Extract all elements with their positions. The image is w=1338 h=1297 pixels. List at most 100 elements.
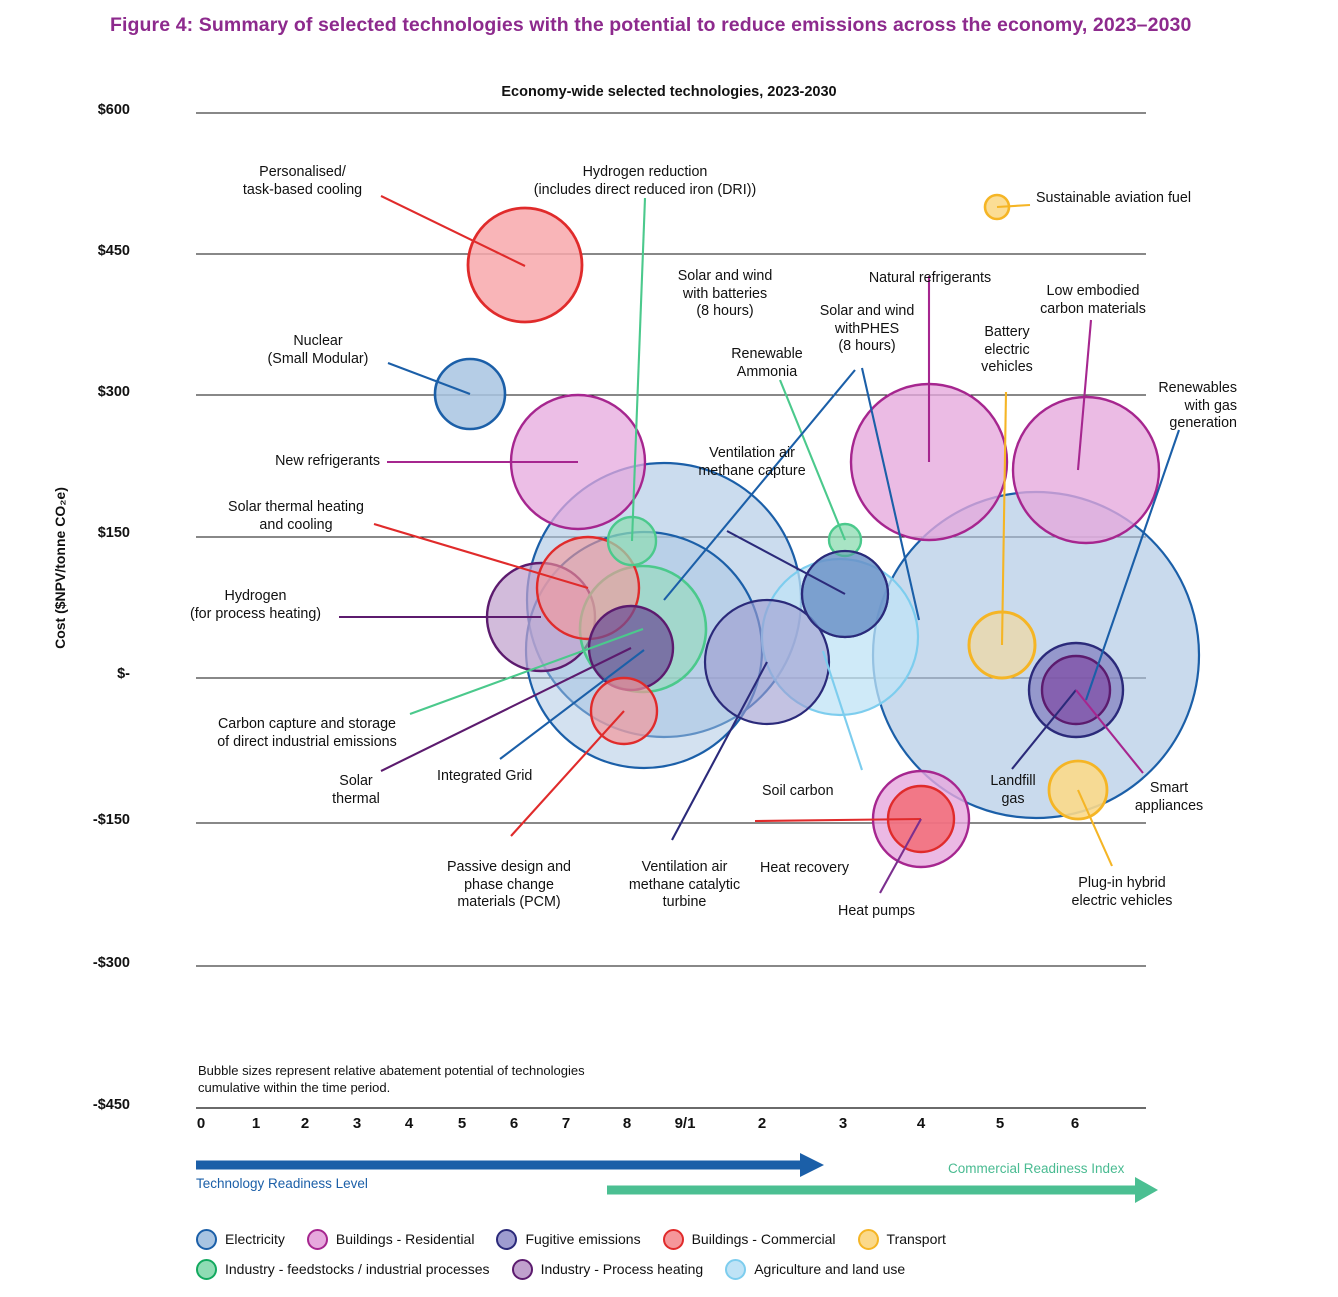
- leader-pcm: [510, 710, 625, 837]
- legend-label-fugitive-emissions: Fugitive emissions: [525, 1231, 641, 1247]
- callout-vam-turbine: Ventilation air methane catalytic turbin…: [628, 859, 741, 910]
- x-tick-1: 1: [251, 1115, 261, 1132]
- legend-label-buildings-residential: Buildings - Residential: [335, 1231, 475, 1247]
- legend-dot-buildings-residential: [306, 1228, 328, 1250]
- callout-hydrogen-reduction: Hydrogen reduction (includes direct redu…: [533, 164, 757, 198]
- trl-axis-label: Technology Readiness Level: [196, 1176, 368, 1191]
- x-tick-0: 0: [196, 1115, 206, 1132]
- leader-low-embodied-carbon: [1076, 319, 1093, 471]
- leader-solar-wind-batteries: [663, 369, 856, 601]
- legend-dot-fugitive-emissions: [496, 1228, 518, 1250]
- y-tick-neg150: -$150: [92, 812, 130, 828]
- legend-label-electricity: Electricity: [225, 1231, 285, 1247]
- leader-phev: [1077, 789, 1113, 867]
- leader-lines: [339, 195, 1180, 894]
- legend-dot-transport: [857, 1228, 879, 1250]
- y-tick-300: $300: [97, 384, 130, 400]
- callout-ventilation-air-methane-capture: Ventilation air methane capture: [698, 445, 806, 479]
- callout-integrated-grid: Integrated Grid: [437, 768, 533, 784]
- x-tick-4: 4: [404, 1115, 414, 1132]
- x-tick-7: 7: [561, 1115, 571, 1132]
- legend-label-industry-feedstocks: Industry - feedstocks / industrial proce…: [225, 1261, 490, 1277]
- bubbles: [433, 193, 1201, 869]
- x-tick-9-1: 9/1: [674, 1115, 696, 1132]
- legend-dot-industry-feedstocks: [196, 1258, 217, 1280]
- x-tick-6: 6: [509, 1115, 519, 1132]
- legend-item-agriculture-land-use[interactable]: Agriculture and land use: [725, 1258, 906, 1280]
- x-tick-5: 5: [457, 1115, 467, 1132]
- y-tick-600: $600: [97, 102, 130, 118]
- callout-pcm: Passive design and phase change material…: [447, 859, 571, 910]
- leader-renewables-with-gas: [1085, 429, 1180, 701]
- callout-nuclear: Nuclear (Small Modular): [267, 333, 369, 367]
- trl-arrow: [196, 1153, 824, 1177]
- leader-ccs: [409, 628, 644, 715]
- x-tick-c5: 5: [995, 1115, 1005, 1132]
- leader-hydrogen-reduction: [630, 197, 647, 542]
- callout-hydrogen-process-heating: Hydrogen (for process heating): [189, 588, 322, 622]
- leader-heat-pumps: [879, 818, 922, 894]
- callout-solar-wind-phes: Solar and wind withPHES (8 hours): [819, 303, 915, 354]
- leader-renewable-ammonia: [779, 379, 846, 541]
- callout-landfill-gas: Landfill gas: [990, 773, 1036, 807]
- callout-phev: Plug-in hybrid electric vehicles: [1071, 875, 1173, 909]
- callout-battery-electric-vehicles: Battery electric vehicles: [981, 324, 1033, 375]
- leader-solar-thermal: [380, 647, 632, 772]
- callout-sustainable-aviation-fuel: Sustainable aviation fuel: [1036, 190, 1191, 206]
- leader-sustainable-aviation-fuel: [996, 203, 1031, 209]
- bubble-low-embodied-carbon-materials: [1011, 395, 1161, 545]
- leader-battery-ev: [1000, 391, 1008, 646]
- legend-row-1: Electricity Buildings - Residential Fugi…: [196, 1224, 1196, 1254]
- legend-item-industry-process-heating[interactable]: Industry - Process heating: [511, 1258, 704, 1280]
- legend-item-transport[interactable]: Transport: [857, 1228, 946, 1250]
- x-tick-c6: 6: [1070, 1115, 1080, 1132]
- legend-item-buildings-residential[interactable]: Buildings - Residential: [306, 1228, 475, 1250]
- bubble-size-note: Bubble sizes represent relative abatemen…: [198, 1063, 585, 1095]
- callout-soil-carbon: Soil carbon: [762, 783, 834, 799]
- leader-smart-appliances: [1075, 689, 1144, 774]
- callout-heat-pumps: Heat pumps: [838, 903, 916, 919]
- legend-label-buildings-commercial: Buildings - Commercial: [691, 1231, 836, 1247]
- x-tick-8: 8: [622, 1115, 632, 1132]
- leader-integrated-grid: [499, 649, 645, 760]
- leader-solar-wind-phes: [860, 367, 921, 621]
- leader-solar-thermal-heating: [373, 522, 589, 590]
- legend-dot-buildings-commercial: [662, 1228, 684, 1250]
- y-tick-neg300: -$300: [92, 955, 130, 971]
- leader-landfill-gas: [1011, 689, 1077, 770]
- legend-label-agriculture-land-use: Agriculture and land use: [754, 1261, 906, 1277]
- legend-dot-electricity: [196, 1228, 217, 1250]
- callout-ccs: Carbon capture and storage of direct ind…: [217, 716, 397, 750]
- legend-row-2: Industry - feedstocks / industrial proce…: [196, 1254, 1196, 1284]
- legend-item-industry-feedstocks[interactable]: Industry - feedstocks / industrial proce…: [196, 1258, 490, 1280]
- leader-vam-turbine: [671, 661, 768, 841]
- y-tick-450: $450: [97, 243, 130, 259]
- callout-low-embodied-carbon: Low embodied carbon materials: [1040, 283, 1146, 317]
- y-tick-neg450: -$450: [92, 1097, 130, 1113]
- callout-new-refrigerants: New refrigerants: [275, 453, 380, 469]
- chart-legend: Electricity Buildings - Residential Fugi…: [196, 1224, 1196, 1284]
- legend-item-electricity[interactable]: Electricity: [196, 1228, 285, 1250]
- y-tick-150: $150: [97, 525, 130, 541]
- bubble-renewables-with-gas-generation: [871, 490, 1201, 820]
- leader-soil-carbon: [822, 650, 863, 771]
- callout-smart-appliances: Smart appliances: [1134, 780, 1204, 814]
- callout-solar-thermal: Solar thermal: [332, 773, 380, 807]
- x-tick-2: 2: [300, 1115, 310, 1132]
- leader-nuclear: [387, 362, 471, 395]
- chart-subtitle: Economy-wide selected technologies, 2023…: [501, 84, 837, 100]
- legend-item-buildings-commercial[interactable]: Buildings - Commercial: [662, 1228, 836, 1250]
- legend-label-industry-process-heating: Industry - Process heating: [540, 1261, 704, 1277]
- legend-label-transport: Transport: [886, 1231, 946, 1247]
- callout-renewables-with-gas: Renewables with gas generation: [1158, 380, 1237, 431]
- leader-personalised-cooling: [380, 195, 526, 267]
- legend-item-fugitive-emissions[interactable]: Fugitive emissions: [496, 1228, 641, 1250]
- y-tick-0: $-: [117, 666, 130, 682]
- callout-personalised-cooling: Personalised/ task-based cooling: [242, 164, 363, 198]
- callout-renewable-ammonia: Renewable Ammonia: [731, 346, 803, 380]
- x-tick-c4: 4: [916, 1115, 926, 1132]
- callout-natural-refrigerants: Natural refrigerants: [868, 270, 992, 286]
- figure-title: Figure 4: Summary of selected technologi…: [110, 14, 1192, 36]
- leader-vam-capture: [726, 530, 846, 595]
- legend-dot-agriculture-land-use: [725, 1258, 747, 1280]
